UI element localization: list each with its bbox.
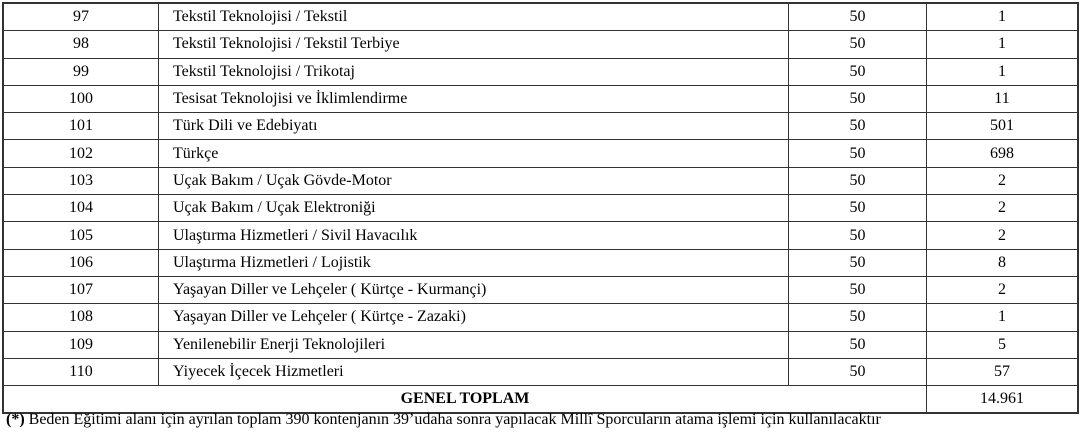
row-number: 109	[2, 330, 159, 359]
field-name: Uçak Bakım / Uçak Gövde-Motor	[158, 166, 789, 196]
field-name: Türkçe	[158, 139, 789, 168]
count-cell: 1	[926, 57, 1079, 86]
table-row: 99 Tekstil Teknolojisi / Trikotaj 50 1	[2, 57, 1079, 86]
count-cell: 2	[926, 275, 1079, 305]
score-cell: 50	[788, 57, 927, 86]
score-cell: 50	[788, 194, 927, 223]
score-cell: 50	[788, 330, 927, 359]
row-number: 106	[2, 248, 159, 277]
row-number: 98	[2, 30, 159, 59]
count-cell: 1	[926, 2, 1079, 32]
quota-table: 97 Tekstil Teknolojisi / Tekstil 50 1 98 Teks…	[2, 2, 1079, 415]
field-name: Yiyecek İçecek Hizmetleri	[158, 357, 789, 387]
field-name: Yenilenebilir Enerji Teknolojileri	[158, 330, 789, 359]
table-row: 98 Tekstil Teknolojisi / Tekstil Terbiye 5…	[2, 30, 1079, 59]
score-cell: 50	[788, 303, 927, 332]
row-number: 105	[2, 221, 159, 250]
table-row: 105 Ulaştırma Hizmetleri / Sivil Havacılı…	[2, 221, 1079, 250]
score-cell: 50	[788, 139, 927, 168]
footnote-marker: (*)	[6, 411, 25, 428]
count-cell: 501	[926, 112, 1079, 141]
table-row: 110 Yiyecek İçecek Hizmetleri 50 57	[2, 357, 1079, 387]
table-row: 100 Tesisat Teknolojisi ve İklimlendirme 5…	[2, 84, 1079, 114]
table-row: 97 Tekstil Teknolojisi / Tekstil 50 1	[2, 2, 1079, 32]
field-name: Ulaştırma Hizmetleri / Lojistik	[158, 248, 789, 277]
total-value: 14.961	[926, 385, 1079, 414]
row-number: 102	[2, 139, 159, 168]
row-number: 101	[2, 112, 159, 141]
score-cell: 50	[788, 275, 927, 305]
row-number: 97	[2, 2, 159, 32]
row-number: 108	[2, 303, 159, 332]
field-name: Tesisat Teknolojisi ve İklimlendirme	[158, 84, 789, 114]
table-row: 101 Türk Dili ve Edebiyatı 50 501	[2, 112, 1079, 141]
table-row: 107 Yaşayan Diller ve Lehçeler ( Kürtçe -…	[2, 275, 1079, 305]
total-row: GENEL TOPLAM 14.961	[2, 385, 1079, 414]
count-cell: 2	[926, 221, 1079, 250]
footnote-text: Beden Eğitimi alanı için ayrılan toplam …	[24, 411, 881, 428]
count-cell: 1	[926, 30, 1079, 59]
score-cell: 50	[788, 166, 927, 196]
field-name: Yaşayan Diller ve Lehçeler ( Kürtçe - Za…	[158, 303, 789, 332]
field-name: Ulaştırma Hizmetleri / Sivil Havacılık	[158, 221, 789, 250]
table-row: 108 Yaşayan Diller ve Lehçeler ( Kürtçe -…	[2, 303, 1079, 332]
table-row: 109 Yenilenebilir Enerji Teknolojileri 50 5	[2, 330, 1079, 359]
table-row: 106 Ulaştırma Hizmetleri / Lojistik 50 8	[2, 248, 1079, 277]
row-number: 99	[2, 57, 159, 86]
total-label: GENEL TOPLAM	[2, 385, 927, 414]
score-cell: 50	[788, 221, 927, 250]
field-name: Türk Dili ve Edebiyatı	[158, 112, 789, 141]
count-cell: 1	[926, 303, 1079, 332]
field-name: Tekstil Teknolojisi / Tekstil	[158, 2, 789, 32]
row-number: 110	[2, 357, 159, 387]
score-cell: 50	[788, 2, 927, 32]
count-cell: 5	[926, 330, 1079, 359]
footnote: (*) Beden Eğitimi alanı için ayrılan top…	[6, 411, 881, 429]
count-cell: 2	[926, 166, 1079, 196]
table-row: 103 Uçak Bakım / Uçak Gövde-Motor 50 2	[2, 166, 1079, 196]
score-cell: 50	[788, 357, 927, 387]
count-cell: 11	[926, 84, 1079, 114]
field-name: Uçak Bakım / Uçak Elektroniği	[158, 194, 789, 223]
row-number: 103	[2, 166, 159, 196]
field-name: Tekstil Teknolojisi / Trikotaj	[158, 57, 789, 86]
score-cell: 50	[788, 112, 927, 141]
count-cell: 57	[926, 357, 1079, 387]
score-cell: 50	[788, 84, 927, 114]
row-number: 107	[2, 275, 159, 305]
score-cell: 50	[788, 30, 927, 59]
count-cell: 698	[926, 139, 1079, 168]
row-number: 100	[2, 84, 159, 114]
score-cell: 50	[788, 248, 927, 277]
count-cell: 8	[926, 248, 1079, 277]
field-name: Tekstil Teknolojisi / Tekstil Terbiye	[158, 30, 789, 59]
table-row: 104 Uçak Bakım / Uçak Elektroniği 50 2	[2, 194, 1079, 223]
count-cell: 2	[926, 194, 1079, 223]
field-name: Yaşayan Diller ve Lehçeler ( Kürtçe - Ku…	[158, 275, 789, 305]
table-row: 102 Türkçe 50 698	[2, 139, 1079, 168]
row-number: 104	[2, 194, 159, 223]
